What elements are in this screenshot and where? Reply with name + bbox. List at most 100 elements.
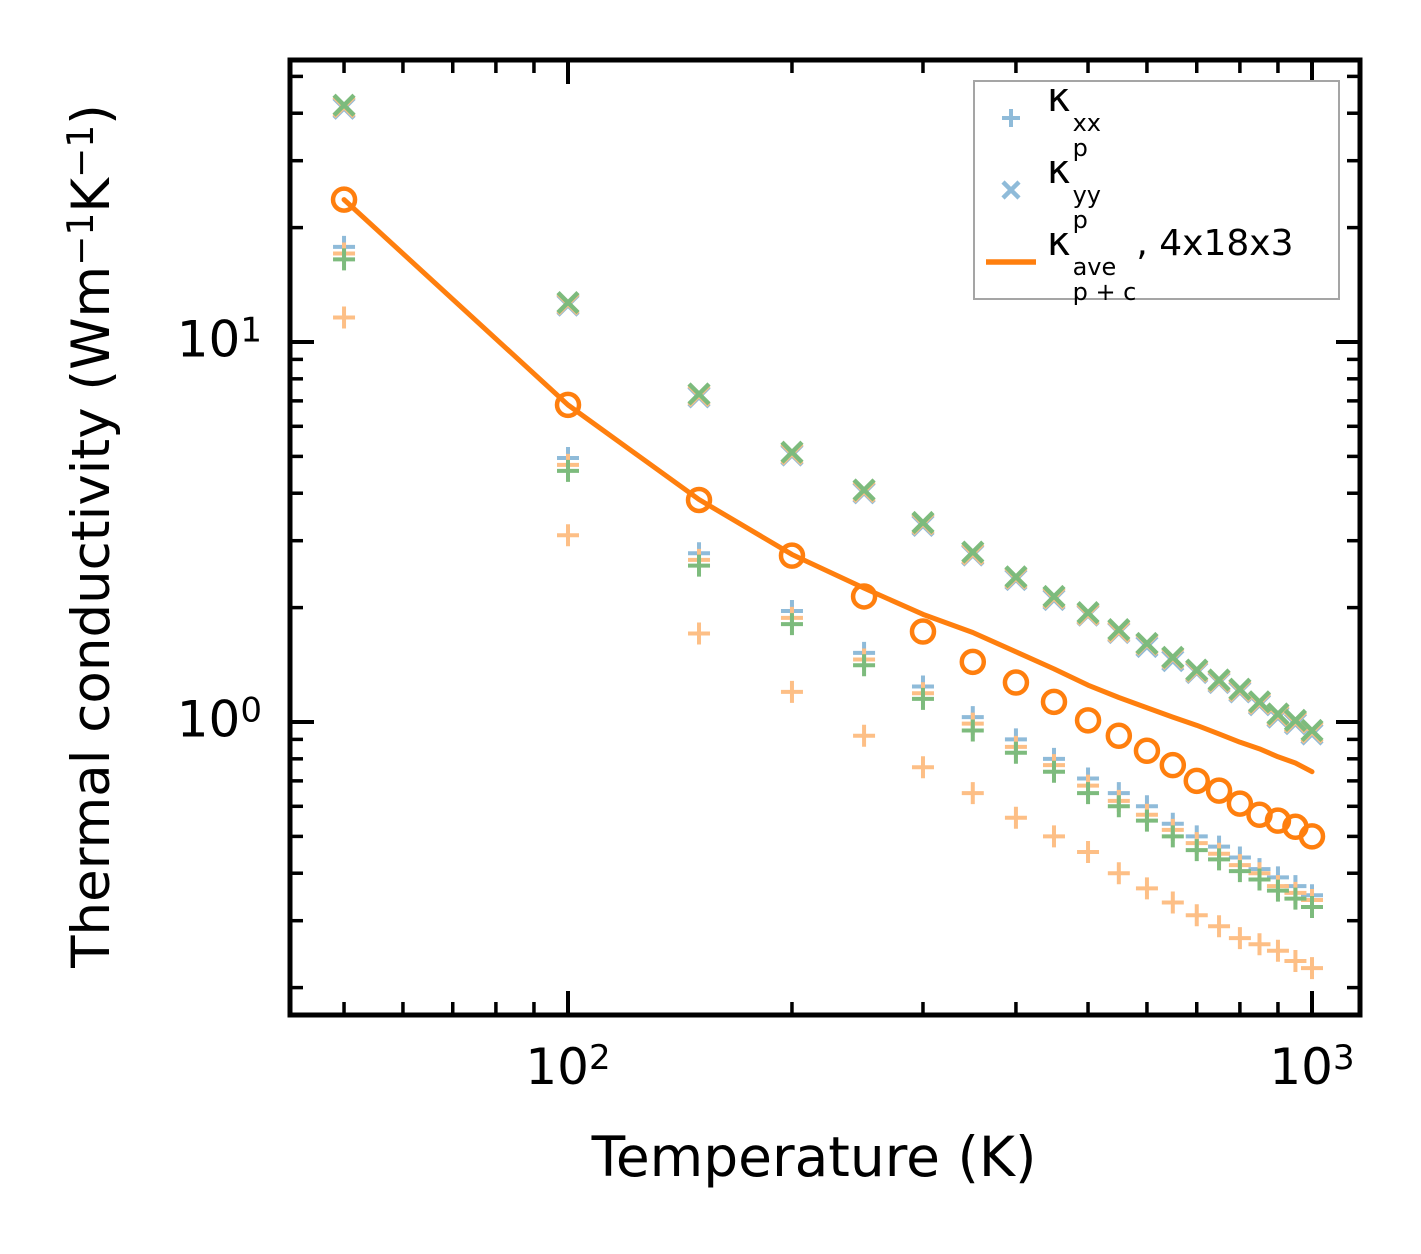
plus-marker [1185, 904, 1208, 927]
x-tick-label-100: 102 [525, 1037, 611, 1096]
circle-marker [1298, 823, 1326, 850]
plus-marker [780, 680, 803, 703]
x-marker [780, 440, 804, 464]
circle-marker [1183, 767, 1211, 795]
x-marker [1161, 645, 1185, 669]
x-marker [852, 478, 876, 502]
plus-marker [1107, 862, 1130, 885]
plus-marker [1042, 825, 1065, 848]
plus-marker [688, 622, 711, 645]
circle-marker [778, 542, 806, 569]
plus-marker [1228, 860, 1251, 883]
x-marker [1228, 677, 1252, 701]
plus-marker [1266, 939, 1289, 962]
circle-marker [1002, 669, 1030, 696]
y-tick-label-1: 100 [176, 690, 262, 749]
plus-marker [780, 613, 803, 636]
circle-marker [685, 486, 713, 514]
x-marker [961, 540, 985, 564]
plus-marker-icon [1002, 109, 1020, 127]
x-tick-label-1000: 103 [1269, 1037, 1355, 1096]
plus-marker [1135, 877, 1158, 900]
plus-marker [557, 524, 579, 547]
x-marker [1135, 631, 1159, 655]
legend-label: κ xx p [1047, 74, 1101, 163]
x-marker [687, 382, 711, 406]
plus-marker [911, 756, 934, 779]
circle-marker [959, 648, 987, 676]
circle-marker [909, 618, 937, 645]
x-marker [1283, 708, 1308, 732]
y-axis-label-sup: −1 [60, 124, 102, 178]
legend-item-kappa-xx: κ xx p [975, 75, 1338, 161]
x-marker [1042, 584, 1066, 609]
plus-marker [1185, 839, 1208, 862]
plus-marker [1208, 848, 1231, 871]
plus-marker [333, 248, 356, 271]
plus-marker [1228, 927, 1251, 950]
x-axis-label: Temperature (K) [591, 1125, 1037, 1189]
circle-marker [1133, 737, 1161, 765]
x-marker [911, 510, 935, 535]
x-marker-icon [1001, 180, 1021, 200]
plus-marker [1135, 809, 1158, 832]
plus-marker [1077, 840, 1100, 863]
legend-item-kappa-ave: κ ave p + c, 4x18x3 [975, 219, 1338, 305]
legend-label: κ yy p [1047, 146, 1101, 235]
circle-marker [1105, 722, 1133, 750]
series-kappa-p-plus-c-ave-circles [330, 186, 1326, 850]
y-axis-label-text: K [61, 177, 122, 213]
plus-marker [1161, 891, 1184, 914]
plus-marker [1004, 806, 1027, 829]
line-marker-icon [986, 259, 1036, 265]
x-marker [1300, 718, 1324, 743]
plus-marker [557, 459, 579, 482]
series-kappa-p-xx-orange-low [333, 306, 1323, 980]
y-axis-label-text: ) [61, 104, 122, 125]
x-marker [332, 93, 356, 117]
plus-marker [1208, 915, 1231, 938]
circle-marker [1159, 751, 1187, 779]
plus-marker [1284, 887, 1307, 910]
plus-marker [911, 687, 934, 710]
plus-marker [853, 654, 876, 677]
y-axis-label-text: Thermal conductivity (Wm [61, 265, 122, 968]
x-marker [1004, 565, 1028, 589]
plus-marker [1301, 895, 1323, 918]
axes-spines [287, 57, 1363, 1018]
plus-marker [1077, 782, 1100, 805]
plus-marker [1301, 957, 1323, 980]
plus-marker [1004, 741, 1027, 764]
series-kappa-p-xx-green [333, 248, 1323, 918]
plus-marker [1107, 795, 1130, 818]
plus-marker [1284, 949, 1307, 972]
x-marker [1076, 601, 1100, 625]
plus-marker [1161, 825, 1184, 848]
x-marker [1107, 618, 1131, 642]
x-marker [1207, 668, 1231, 692]
y-axis-label-sup: −1 [60, 212, 102, 266]
plus-marker [1042, 760, 1065, 783]
plus-marker [688, 554, 711, 577]
x-marker [1185, 658, 1209, 682]
circle-marker [850, 583, 878, 610]
legend-marker-glyph [1002, 109, 1020, 127]
circle-marker [1226, 790, 1254, 817]
y-tick-label-10: 101 [176, 310, 262, 369]
legend-label: κ ave p + c, 4x18x3 [1047, 218, 1294, 307]
plus-marker [1248, 868, 1271, 891]
x-marker [1247, 690, 1272, 714]
circle-marker [330, 186, 358, 213]
legend: κ xx p κ yy p κ ave p + c, 4x18x3 [973, 75, 1340, 305]
plus-marker [333, 306, 356, 329]
plus-marker [1266, 879, 1289, 902]
x-marker [1266, 702, 1290, 726]
x-marker [556, 290, 580, 315]
plus-marker [961, 719, 984, 742]
series-kappa-p-yy-green [332, 93, 1324, 743]
plus-marker [961, 782, 984, 805]
circle-marker [1040, 688, 1068, 716]
circle-marker [1205, 777, 1233, 804]
legend-marker-glyph [1001, 180, 1021, 200]
plus-marker [1248, 933, 1271, 956]
